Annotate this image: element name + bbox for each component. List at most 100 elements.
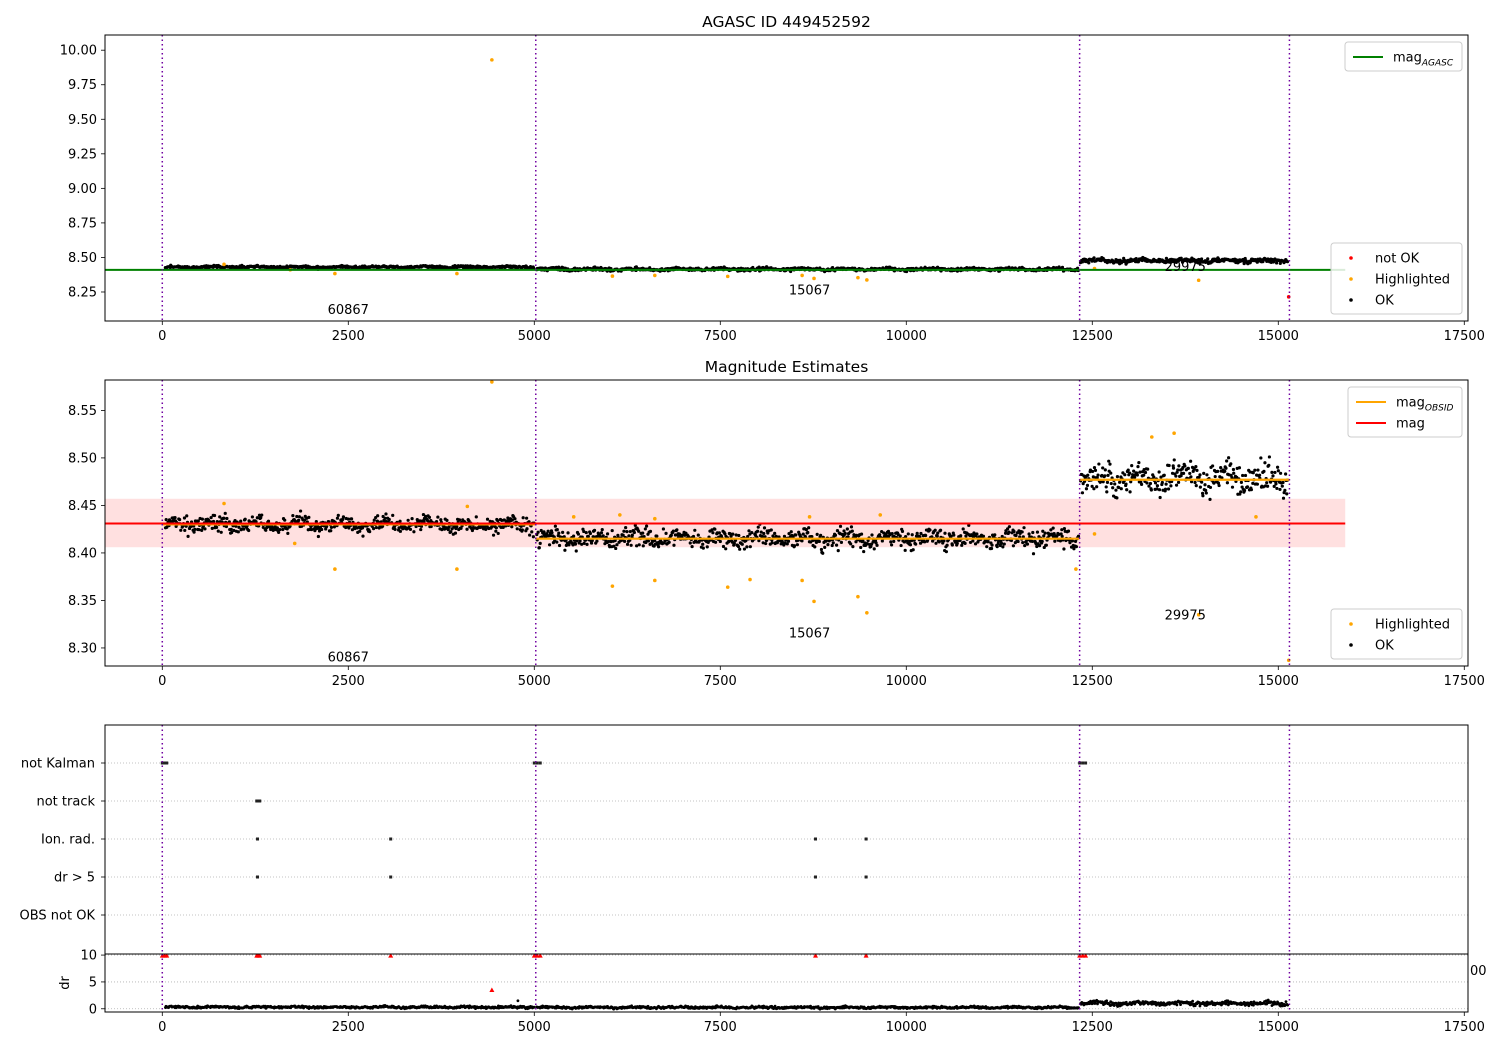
ok-point [1204,488,1208,492]
ok-point [465,527,469,531]
legend-label: magOBSID [1396,396,1454,414]
ok-point [350,528,355,532]
ok-point [831,541,835,545]
legend-label: OK [1375,294,1394,309]
x-tick-label: 5000 [518,329,551,344]
ok-point [186,534,190,538]
ok-point [671,529,675,533]
ok-point [1041,529,1045,533]
ok-point [412,530,416,534]
legend-label-subscript: AGASC [1421,59,1454,69]
ok-point [1224,466,1228,470]
ok-point [819,547,824,552]
ok-point [1074,545,1079,549]
highlighted-point [807,515,812,519]
ok-point [329,525,334,530]
ok-point [728,532,732,536]
ok-point [1022,526,1026,530]
ok-point [1031,530,1035,535]
ok-point [510,525,514,529]
ok-point [989,546,994,551]
ok-point [785,542,789,546]
axes-frame [104,34,1469,322]
ok-point [178,518,182,522]
ok-point [1040,539,1044,544]
ok-point [550,531,554,535]
ok-point [713,540,718,544]
ok-point [1105,999,1109,1003]
flag-point [1078,761,1082,765]
ok-point [1011,544,1016,548]
ok-point [731,532,735,536]
ok-point [1194,465,1198,469]
ok-point [1013,541,1017,545]
ok-point [835,528,840,533]
ok-point [1186,466,1190,471]
ok-point [634,544,639,548]
ok-point [834,543,839,547]
ok-point [485,517,490,521]
ok-point [1152,475,1156,479]
ok-point [821,551,825,555]
ok-point [237,525,241,529]
ok-point [1044,543,1048,547]
ok-point [1253,468,1257,472]
ok-point [1105,490,1109,494]
flag-category-label: OBS not OK [20,909,96,924]
ok-point [1205,473,1209,477]
ok-point [264,528,268,532]
y-tick-label: 8.50 [68,451,97,466]
ok-point [936,531,940,535]
highlighted-point [1196,612,1201,617]
ok-point [537,546,541,550]
ok-point [949,534,953,538]
ok-point [717,531,721,535]
ok-point [1208,497,1212,501]
ok-point [408,527,413,531]
ok-point [1249,488,1254,492]
highlighted-point [812,599,816,604]
ok-point [690,544,694,549]
ok-point [1268,480,1273,484]
y-tick-label: 8.75 [68,216,97,231]
ok-point [1128,490,1132,494]
ok-point [314,519,318,524]
ok-point [447,525,451,529]
ok-point [933,528,937,532]
ok-point [1272,484,1276,488]
ok-point [1080,491,1085,495]
ok-point [910,533,914,537]
ok-point [1111,486,1115,490]
ok-point [630,533,634,537]
y-tick-label: 8.45 [68,499,97,514]
ok-point [1149,488,1153,492]
highlighted-point [653,273,657,278]
highlighted-point [856,594,860,599]
ok-point [278,527,282,532]
ok-point [1153,481,1158,485]
y-tick-label: 8.40 [68,546,97,561]
ok-point [1271,474,1275,478]
ok-point [243,517,247,521]
chart-title: AGASC ID 449452592 [702,13,871,31]
ok-point [1181,471,1186,475]
ok-point [459,526,463,530]
ok-point [496,531,500,536]
ok-point [286,531,290,535]
obsid-label: 60867 [328,303,369,318]
ok-point [1060,534,1064,538]
ok-point [307,515,311,519]
ok-point [1053,539,1057,543]
ok-point [1201,494,1205,498]
legend-box [1330,242,1463,315]
ok-point [643,527,647,531]
ok-point [291,514,295,518]
ok-point [1278,487,1282,492]
axes-frame [104,379,1469,667]
ok-point [1037,544,1042,548]
flag-point [389,875,393,879]
ok-point [434,519,439,524]
ok-point [861,539,865,543]
ok-point [1113,482,1117,486]
ok-point [655,534,659,538]
